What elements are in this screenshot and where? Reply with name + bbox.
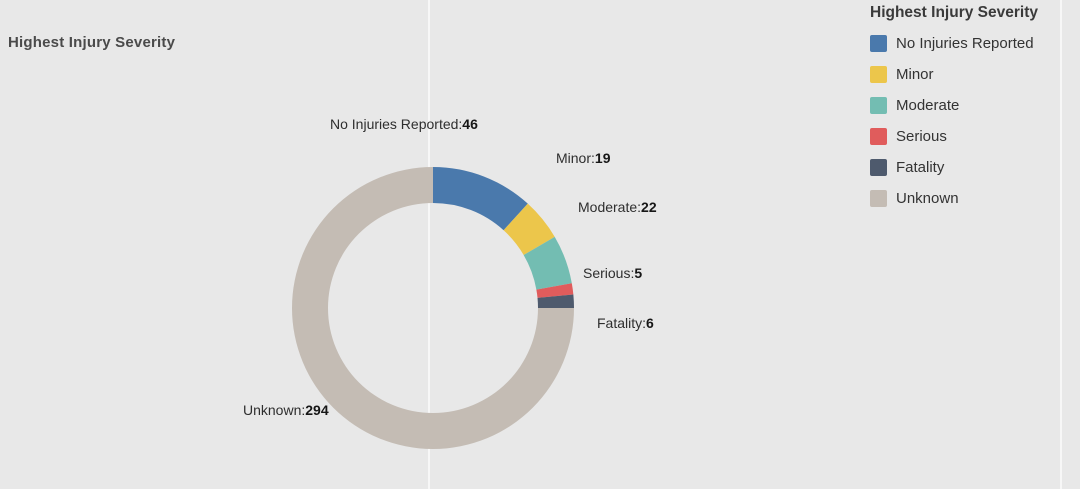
slice-label-minor: Minor:19 (556, 150, 610, 166)
panel-edge-line (1060, 0, 1062, 489)
legend-items: No Injuries Reported Minor Moderate Serious… (870, 35, 1075, 207)
slice-label-name: No Injuries Reported: (330, 116, 463, 132)
legend-swatch-icon (870, 35, 887, 52)
legend-swatch-icon (870, 190, 887, 207)
slice-serious[interactable] (536, 283, 574, 298)
slice-label-value: 294 (305, 402, 329, 418)
legend-swatch-icon (870, 159, 887, 176)
legend-title: Highest Injury Severity (870, 4, 1038, 21)
slice-no-injuries-reported[interactable] (433, 167, 528, 231)
legend: Highest Injury Severity No Injuries Repo… (870, 4, 1075, 221)
legend-item-fatality[interactable]: Fatality (870, 159, 1075, 176)
slice-label-fatality: Fatality:6 (597, 315, 654, 331)
slice-label-value: 22 (641, 199, 657, 215)
legend-item-serious[interactable]: Serious (870, 128, 1075, 145)
slice-label-no-injuries-reported: No Injuries Reported:46 (330, 116, 478, 132)
chart-title: Highest Injury Severity (8, 34, 176, 51)
legend-item-label: No Injuries Reported (896, 35, 1034, 52)
legend-item-no-injuries-reported[interactable]: No Injuries Reported (870, 35, 1075, 52)
legend-item-unknown[interactable]: Unknown (870, 190, 1075, 207)
slice-label-name: Moderate: (578, 199, 642, 215)
legend-item-minor[interactable]: Minor (870, 66, 1075, 83)
slice-moderate[interactable] (523, 236, 572, 290)
slice-label-name: Fatality: (597, 315, 647, 331)
slice-label-serious: Serious:5 (583, 265, 642, 281)
slice-label-name: Serious: (583, 265, 635, 281)
legend-item-label: Serious (896, 128, 947, 145)
legend-item-label: Moderate (896, 97, 960, 114)
slice-minor[interactable] (503, 203, 555, 256)
slice-label-name: Minor: (556, 150, 595, 166)
legend-item-label: Unknown (896, 190, 959, 207)
legend-swatch-icon (870, 97, 887, 114)
slice-label-value: 46 (462, 116, 478, 132)
legend-item-label: Minor (896, 66, 934, 83)
legend-swatch-icon (870, 66, 887, 83)
slice-label-name: Unknown: (243, 402, 306, 418)
legend-swatch-icon (870, 128, 887, 145)
slice-label-moderate: Moderate:22 (578, 199, 657, 215)
slice-label-value: 6 (646, 315, 654, 331)
slice-label-unknown: Unknown:294 (243, 402, 329, 418)
slice-label-value: 5 (634, 265, 643, 281)
legend-item-moderate[interactable]: Moderate (870, 97, 1075, 114)
slice-label-value: 19 (594, 150, 611, 166)
slice-fatality[interactable] (537, 294, 574, 308)
legend-item-label: Fatality (896, 159, 945, 176)
panel-divider-line (428, 0, 430, 489)
